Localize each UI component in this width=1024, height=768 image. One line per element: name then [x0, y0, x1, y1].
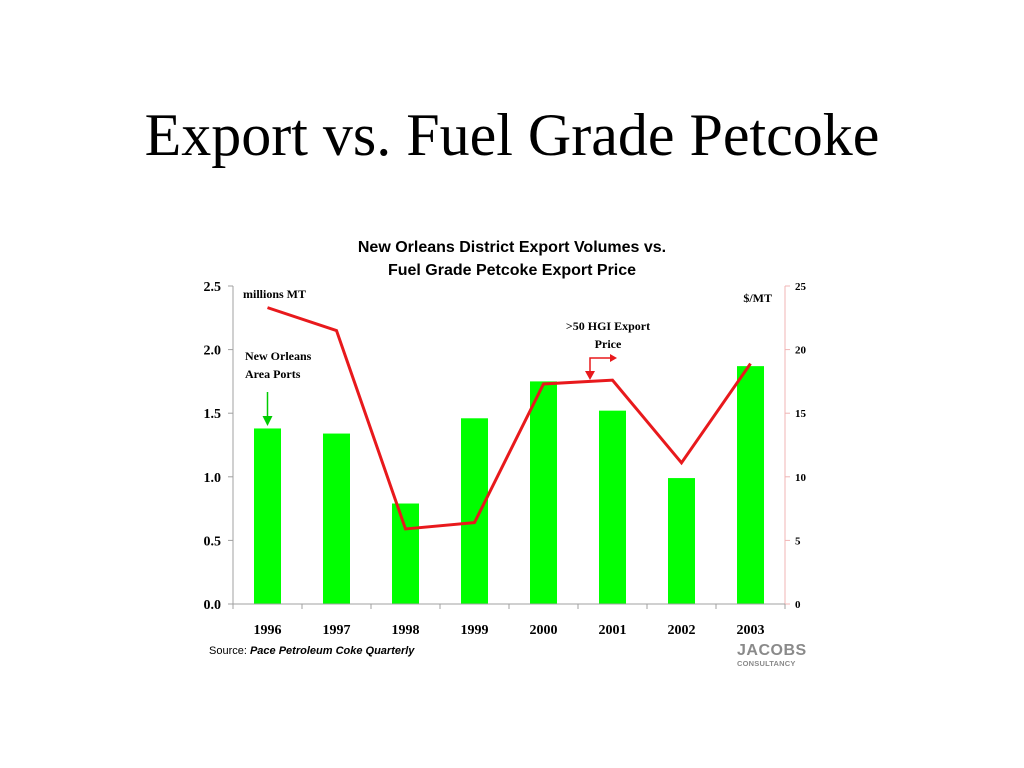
y-right-tick-label: 5: [795, 535, 801, 547]
x-tick-label-1997: 1997: [323, 623, 351, 638]
price-line: [267, 306, 752, 531]
bar-1999: [461, 418, 488, 604]
y-left-tick-label: 1.0: [204, 471, 222, 486]
y-right-tick-label: 10: [795, 472, 807, 484]
annotation-line-line-2: Price: [595, 337, 622, 351]
x-tick-label-2000: 2000: [530, 623, 558, 638]
x-tick-label-2003: 2003: [737, 623, 765, 638]
y-left-tick-label: 0.5: [204, 534, 222, 549]
slide-title: Export vs. Fuel Grade Petcoke: [144, 102, 880, 168]
y-right-tick-label: 20: [795, 345, 807, 357]
y-right-unit-label: $/MT: [743, 291, 772, 305]
logo-subtitle: CONSULTANCY: [737, 659, 796, 668]
y-left-tick-label: 1.5: [204, 407, 222, 422]
chart-title-line-2: Fuel Grade Petcoke Export Price: [387, 262, 637, 279]
y-left-unit-label: millions MT: [243, 287, 306, 301]
bar-1996: [254, 428, 281, 604]
y-left-tick-label: 2.5: [204, 280, 222, 295]
source-publication: Pace Petroleum Coke Quarterly: [249, 645, 415, 657]
annotation-line-arrow-shaft: [589, 357, 612, 372]
bar-2002: [668, 478, 695, 604]
annotation-line-arrow-head: [585, 371, 595, 380]
x-tick-label-1999: 1999: [461, 623, 489, 638]
bar-1997: [323, 433, 350, 604]
x-tick-label-1998: 1998: [392, 623, 420, 638]
y-left-tick-label: 0.0: [204, 598, 222, 613]
x-tick-label-2001: 2001: [599, 623, 627, 638]
x-tick-label-2002: 2002: [668, 623, 696, 638]
annotation-bar-line-2: Area Ports: [245, 367, 301, 381]
bar-2001: [599, 410, 626, 604]
source-note: Source: Pace Petroleum Coke Quarterly: [209, 645, 414, 657]
source-prefix: Source:: [209, 645, 250, 657]
chart-title-line-1: New Orleans District Export Volumes vs.: [357, 239, 667, 256]
annotation-bar-line-1: New Orleans: [245, 349, 312, 363]
chart-title: New Orleans District Export Volumes vs. …: [262, 236, 762, 282]
bar-1998: [392, 503, 419, 604]
y-left-tick-label: 2.0: [204, 344, 222, 359]
y-right-tick-label: 15: [795, 408, 807, 420]
jacobs-logo: JACOBS CONSULTANCY: [737, 643, 815, 668]
y-right-tick-label: 0: [795, 599, 801, 611]
y-right-tick-label: 25: [795, 281, 807, 293]
bar-2000: [530, 381, 557, 604]
annotation-bar-arrow-head: [262, 416, 273, 426]
annotation-line-arrow-tail: [610, 354, 617, 362]
annotation-line-line-1: >50 HGI Export: [566, 319, 650, 333]
bar-2003: [737, 366, 764, 604]
x-tick-label-1996: 1996: [254, 623, 282, 638]
logo-name: JACOBS: [737, 642, 807, 659]
